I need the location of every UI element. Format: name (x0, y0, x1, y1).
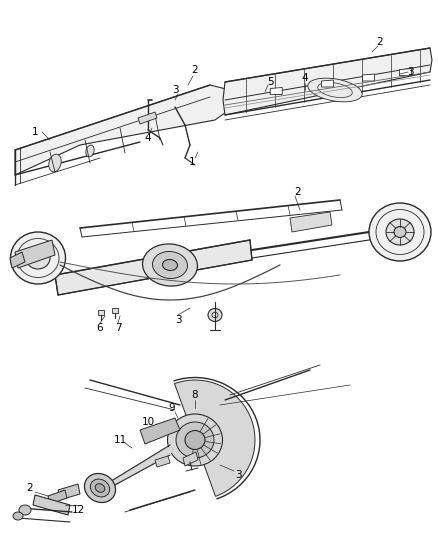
Text: 1: 1 (189, 157, 195, 167)
Ellipse shape (208, 309, 222, 321)
Text: 2: 2 (27, 483, 33, 493)
Ellipse shape (185, 431, 205, 449)
Text: 5: 5 (267, 77, 273, 87)
Text: 6: 6 (97, 323, 103, 333)
Ellipse shape (95, 484, 105, 492)
Polygon shape (138, 112, 157, 124)
Polygon shape (321, 80, 333, 87)
Wedge shape (174, 380, 255, 496)
Polygon shape (98, 310, 104, 315)
Ellipse shape (369, 203, 431, 261)
Text: 3: 3 (172, 85, 178, 95)
Text: 3: 3 (235, 470, 241, 480)
Ellipse shape (386, 219, 414, 245)
Polygon shape (15, 240, 55, 268)
Polygon shape (223, 48, 432, 115)
Polygon shape (48, 490, 67, 504)
Text: 10: 10 (141, 417, 155, 427)
Ellipse shape (152, 252, 187, 279)
Polygon shape (58, 484, 80, 500)
Polygon shape (55, 240, 252, 295)
Polygon shape (399, 69, 411, 76)
Polygon shape (290, 212, 332, 232)
Text: 3: 3 (407, 67, 413, 77)
Text: 9: 9 (169, 403, 175, 413)
Ellipse shape (49, 154, 61, 172)
Polygon shape (140, 418, 180, 444)
Text: 2: 2 (295, 187, 301, 197)
Polygon shape (10, 252, 25, 268)
Text: 2: 2 (192, 65, 198, 75)
Text: 12: 12 (71, 505, 85, 515)
Polygon shape (33, 495, 70, 515)
Polygon shape (270, 87, 282, 94)
Polygon shape (112, 308, 118, 313)
Ellipse shape (162, 260, 177, 271)
Ellipse shape (142, 244, 198, 286)
Text: 3: 3 (175, 315, 181, 325)
Ellipse shape (13, 512, 23, 520)
Ellipse shape (167, 414, 223, 466)
Text: 4: 4 (145, 133, 151, 143)
Text: 2: 2 (377, 37, 383, 47)
Text: 8: 8 (192, 390, 198, 400)
Text: 11: 11 (113, 435, 127, 445)
Ellipse shape (176, 422, 214, 458)
Polygon shape (363, 74, 374, 81)
Ellipse shape (26, 247, 50, 269)
Ellipse shape (85, 473, 116, 503)
Text: 7: 7 (115, 323, 121, 333)
Polygon shape (15, 85, 250, 175)
Text: 4: 4 (302, 73, 308, 83)
Ellipse shape (308, 78, 362, 102)
Text: 1: 1 (32, 127, 38, 137)
Ellipse shape (394, 227, 406, 238)
Ellipse shape (86, 145, 94, 157)
Ellipse shape (90, 479, 110, 497)
Polygon shape (183, 452, 198, 466)
Polygon shape (155, 456, 170, 467)
Ellipse shape (11, 232, 66, 284)
Ellipse shape (19, 505, 31, 515)
